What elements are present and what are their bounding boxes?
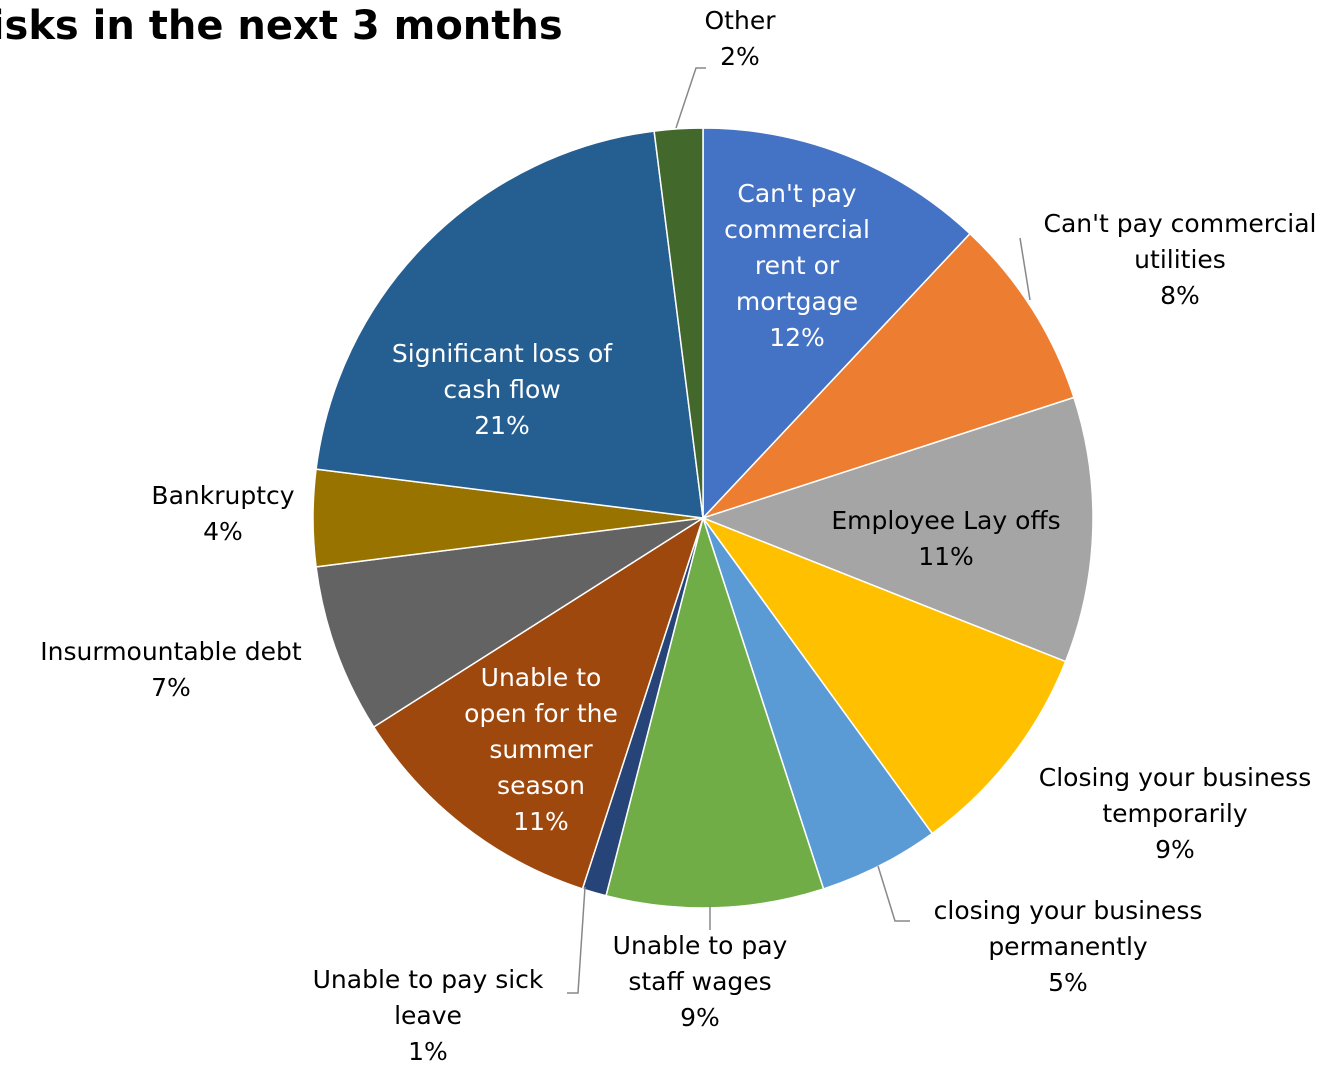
slice-label: Can't pay commercial rent or mortgage (724, 179, 870, 316)
slice-value-label: 11% (918, 542, 974, 571)
slice-label: Significant loss of cash flow (392, 339, 613, 404)
pie-slice (605, 515, 825, 909)
slice-label: Unable to pay staff wages (613, 931, 788, 996)
slice-value-label: 8% (1160, 281, 1200, 310)
leader-line (567, 886, 586, 994)
leader-line (675, 67, 706, 129)
pie-slice (315, 130, 704, 519)
slice-value-label: 5% (1048, 968, 1088, 997)
pie-slice (315, 517, 704, 729)
slice-label: Unable to pay sick leave (313, 965, 544, 1030)
slice-label: Closing your business temporarily (1039, 763, 1311, 828)
pie-slice (702, 232, 1075, 519)
slice-value-label: 12% (769, 323, 825, 352)
slice-value-label: 9% (680, 1003, 720, 1032)
leader-line (877, 865, 910, 922)
pie-slice (653, 127, 704, 519)
leader-line (1019, 237, 1031, 301)
slice-label: Other (705, 6, 777, 35)
slice-label: Employee Lay offs (831, 506, 1060, 535)
slice-value-label: 11% (513, 807, 569, 836)
pie-slice (702, 127, 972, 520)
slice-value-label: 7% (151, 673, 191, 702)
pie-slice (700, 516, 1067, 835)
slice-value-label: 1% (408, 1037, 448, 1066)
pie-slice (700, 396, 1094, 663)
slice-label: Can't pay commercial utilities (1044, 209, 1317, 274)
chart-title: Risks in the next 3 months (0, 3, 563, 49)
slice-label: Bankruptcy (151, 481, 294, 510)
slice-value-label: 9% (1155, 835, 1195, 864)
slice-label: Insurmountable debt (40, 637, 302, 666)
slice-value-label: 21% (474, 411, 530, 440)
pie-slice (372, 516, 705, 890)
slice-label: closing your business permanently (934, 896, 1203, 961)
slice-label: Unable to open for the summer season (464, 663, 618, 800)
slice-value-label: 4% (203, 517, 243, 546)
slice-value-label: 2% (720, 42, 760, 71)
